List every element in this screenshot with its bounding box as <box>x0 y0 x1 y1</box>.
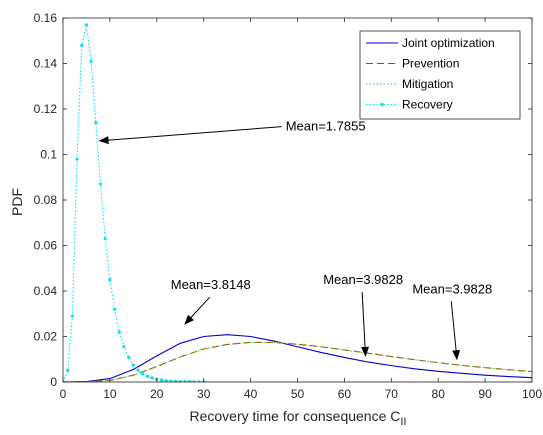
series-marker-3-11 <box>112 307 117 311</box>
annotation-arrow-1 <box>184 296 211 325</box>
series-marker-3-29 <box>197 380 201 382</box>
series-line-0 <box>63 334 532 382</box>
y-tick-label-7: 0.14 <box>34 57 58 71</box>
y-tick-label-3: 0.06 <box>34 239 58 253</box>
series-marker-3-5 <box>84 23 89 27</box>
series-marker-3-23 <box>169 379 173 382</box>
legend-label-1: Prevention <box>402 57 459 71</box>
series-marker-3-4 <box>80 43 84 47</box>
series-marker-3-10 <box>108 278 112 282</box>
series-marker-3-1 <box>66 369 70 373</box>
y-tick-label-8: 0.16 <box>34 11 58 25</box>
x-tick-label-8: 80 <box>432 387 446 401</box>
series-marker-3-26 <box>183 380 187 382</box>
x-tick-label-5: 50 <box>291 387 305 401</box>
x-tick-label-6: 60 <box>338 387 352 401</box>
series-marker-3-18 <box>145 374 150 378</box>
series-marker-3-25 <box>178 379 182 382</box>
annotation-label-0: Mean=1.7855 <box>286 119 366 134</box>
series-marker-3-17 <box>141 372 145 376</box>
x-tick-label-9: 90 <box>478 387 492 401</box>
x-axis-label-subscript: II <box>400 416 406 428</box>
legend-label-0: Joint optimization <box>402 36 495 50</box>
series-marker-3-19 <box>150 376 154 380</box>
series-marker-3-27 <box>188 380 192 382</box>
series-marker-3-15 <box>131 363 135 367</box>
series-marker-3-22 <box>164 379 168 382</box>
series-marker-3-16 <box>136 368 140 372</box>
legend-box <box>359 30 521 120</box>
x-tick-label-2: 20 <box>150 387 164 401</box>
y-tick-label-2: 0.04 <box>34 284 58 298</box>
annotation-label-3: Mean=3.9828 <box>412 281 492 296</box>
annotation-arrow-2 <box>361 292 370 357</box>
series-marker-3-9 <box>103 237 107 241</box>
series-marker-3-14 <box>127 355 131 360</box>
series-marker-3-21 <box>159 378 164 382</box>
x-tick-label-7: 70 <box>385 387 399 401</box>
annotation-label-1: Mean=3.8148 <box>171 277 251 292</box>
y-tick-label-0: 0 <box>50 375 57 389</box>
legend-marker-3 <box>380 102 384 107</box>
y-tick-label-1: 0.02 <box>34 330 58 344</box>
x-axis-label: Recovery time for consequence CII <box>190 408 407 428</box>
annotation-label-2: Mean=3.9828 <box>323 272 403 287</box>
annotation-arrow-3 <box>450 301 461 361</box>
series-marker-3-3 <box>75 157 79 161</box>
series-marker-3-24 <box>173 379 178 382</box>
x-tick-label-1: 10 <box>103 387 117 401</box>
x-tick-label-4: 40 <box>244 387 258 401</box>
annotation-arrow-0 <box>98 126 282 145</box>
y-axis-label: PDF <box>9 188 25 216</box>
legend-label-3: Recovery <box>402 98 453 112</box>
y-tick-label-4: 0.08 <box>34 193 58 207</box>
series-marker-3-12 <box>117 330 121 334</box>
series-marker-3-6 <box>89 59 93 63</box>
y-tick-label-5: 0.1 <box>40 148 57 162</box>
y-tick-label-6: 0.12 <box>34 102 58 116</box>
series-marker-3-2 <box>70 314 74 318</box>
series-marker-3-7 <box>94 121 98 125</box>
x-tick-label-3: 30 <box>197 387 211 401</box>
series-marker-3-8 <box>98 182 103 186</box>
x-tick-label-0: 0 <box>60 387 67 401</box>
series-marker-3-28 <box>192 380 196 382</box>
series-marker-3-13 <box>122 345 126 349</box>
x-tick-label-10: 100 <box>522 387 542 401</box>
legend-label-2: Mitigation <box>402 77 453 91</box>
x-axis-label-main: Recovery time for consequence C <box>190 408 401 424</box>
